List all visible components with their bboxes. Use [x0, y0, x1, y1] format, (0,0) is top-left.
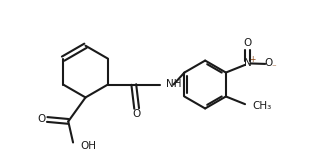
- Text: CH₃: CH₃: [252, 101, 271, 111]
- Text: O: O: [38, 114, 46, 124]
- Text: O: O: [265, 58, 273, 68]
- Text: ⁻: ⁻: [271, 63, 276, 72]
- Text: O: O: [243, 38, 252, 48]
- Text: N: N: [244, 58, 251, 68]
- Text: NH: NH: [166, 79, 181, 89]
- Text: OH: OH: [80, 141, 96, 151]
- Text: +: +: [249, 55, 256, 64]
- Text: O: O: [132, 109, 141, 119]
